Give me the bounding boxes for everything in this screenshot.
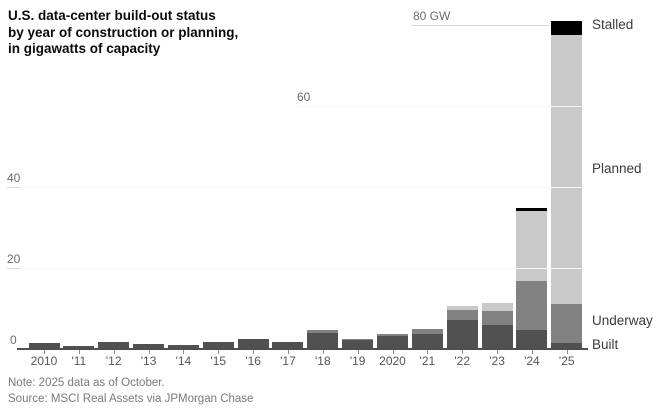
bar-15-built [202,342,234,349]
y-axis-label-20: 20 [7,252,21,266]
bar-19-underway [342,338,374,341]
x-axis-tick-15 [218,349,220,354]
bar-2020-underway [377,334,408,337]
x-axis-tick-25 [566,349,568,354]
x-axis-label-21: '21 [419,354,436,368]
bar-22-underway [446,310,478,321]
white-gridline-60 [20,105,586,107]
chart-source: Source: MSCI Real Assets via JPMorgan Ch… [8,393,254,405]
bar-25-underway [551,303,583,343]
x-axis-tick-16 [253,349,255,354]
legend-label-underway: Underway [592,313,653,328]
bar-24-underway [516,280,548,330]
bar-19-built [342,340,374,349]
x-axis-tick-18 [322,349,324,354]
bar-25-built [551,342,583,349]
bar-17-built [272,341,304,349]
bar-23-built [481,325,513,349]
bar-11-built [63,345,95,349]
x-axis-tick-21 [427,349,429,354]
gridline-80 [411,24,550,26]
y-axis-label-0: 0 [10,333,17,347]
x-axis-tick-24 [531,349,533,354]
x-axis-baseline [17,347,588,350]
bar-21-built [411,333,443,349]
x-axis-label-12: '12 [105,354,122,368]
bar-13-built [133,344,165,349]
white-gridline-40 [20,186,586,188]
y-axis-label-60: 60 [297,90,311,104]
x-axis-label-23: '23 [489,354,505,368]
bar-14-built [167,344,199,349]
bar-22-built [446,320,478,349]
bar-18-built [307,333,339,349]
x-axis-label-2010: 2010 [30,354,58,368]
x-axis-label-16: '16 [245,354,261,368]
x-axis-label-11: '11 [71,354,87,368]
x-axis-label-24: '24 [524,354,540,368]
x-axis-label-25: '25 [558,354,575,368]
x-axis-tick-2020 [392,349,394,354]
x-axis-tick-13 [148,349,150,354]
x-axis-label-13: '13 [140,354,157,368]
y-axis-label-40: 40 [7,171,21,185]
bar-24-built [516,329,548,349]
bar-18-underway [307,330,339,334]
x-axis-label-17: '17 [280,354,296,368]
x-axis-tick-22 [462,349,464,354]
legend-label-stalled: Stalled [592,16,634,32]
bar-24-stalled [516,208,548,212]
chart-title-line-1: U.S. data-center build-out status [8,8,216,23]
legend-label-built: Built [592,336,619,352]
x-axis-label-19: '19 [349,354,366,368]
bar-21-underway [411,329,443,334]
x-axis-tick-23 [497,349,499,354]
bar-16-built [237,339,269,349]
y-axis-label-80: 80 GW [413,9,451,23]
bar-12-built [98,342,130,349]
x-axis-label-22: '22 [454,354,471,368]
bar-23-underway [481,310,513,325]
x-axis-label-18: '18 [314,354,331,368]
chart-title-line-2: by year of construction or planning, [8,24,239,40]
x-axis-tick-14 [183,349,185,354]
x-axis-label-14: '14 [175,354,192,368]
bar-2020-built [377,336,408,349]
chart-note: Note: 2025 data as of October. [8,377,165,389]
white-gridline-20 [20,267,586,269]
legend-label-planned: Planned [592,161,642,176]
bar-22-planned [446,305,478,311]
x-axis-label-2020: 2020 [379,354,406,368]
bar-25-stalled [551,21,583,36]
x-axis-tick-17 [287,349,289,354]
x-axis-tick-2010 [44,349,45,354]
bar-24-planned [516,211,548,281]
bar-23-planned [481,303,513,311]
chart-title-line-3: in gigawatts of capacity [8,41,161,56]
x-axis-tick-11 [78,349,80,354]
x-axis-label-15: '15 [210,354,227,368]
bar-25-planned [551,35,583,304]
bar-2010-built [28,343,60,349]
x-axis-tick-12 [113,349,115,354]
x-axis-tick-19 [357,349,359,354]
